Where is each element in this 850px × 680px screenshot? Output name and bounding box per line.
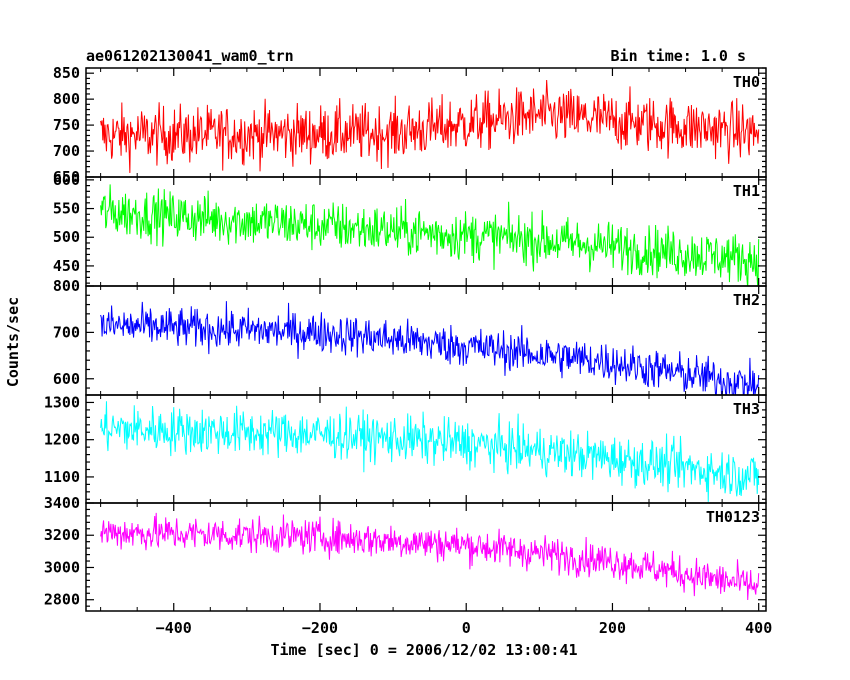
y-tick-label: 700 [53, 142, 80, 160]
x-axis-label: Time [sec] 0 = 2006/12/02 13:00:41 [270, 641, 577, 659]
y-tick-label: 3200 [44, 526, 80, 544]
series-line-th1 [100, 184, 760, 286]
series-line-th0123 [100, 512, 760, 601]
x-tick-label: −200 [302, 619, 338, 637]
panel-th1: 450 500 550 600 TH1 [53, 171, 767, 287]
y-tick-label: 850 [53, 64, 80, 82]
bin-time-label: Bin time: 1.0 s [611, 47, 746, 65]
y-tick-label: 750 [53, 116, 80, 134]
y-tick-label: 3000 [44, 558, 80, 576]
y-tick-label: 600 [53, 171, 80, 189]
y-tick-label: 1100 [44, 468, 80, 486]
y-tick-label: 800 [53, 277, 80, 295]
x-axis: −400 −200 0 200 400 [156, 619, 773, 637]
y-tick-label: 450 [53, 257, 80, 275]
y-tick-label: 650 [53, 168, 80, 186]
y-tick-label: 600 [53, 370, 80, 388]
x-tick-label: 0 [462, 619, 471, 637]
panel-frame [85, 176, 767, 287]
panel-th2: 600 700 800 TH2 [53, 277, 767, 396]
y-tick-label: 550 [53, 200, 80, 218]
y-tick-label: 800 [53, 90, 80, 108]
panel-label-th0: TH0 [733, 73, 760, 91]
x-tick-label: 200 [599, 619, 626, 637]
y-tick-label: 700 [53, 323, 80, 341]
panel-label-th0123: TH0123 [706, 508, 760, 526]
panel-th0123: 2800 3000 3200 3400 TH0123 [44, 494, 767, 612]
panel-label-th3: TH3 [733, 400, 760, 418]
panel-label-th2: TH2 [733, 291, 760, 309]
panel-th0: 650 700 750 800 850 TH0 [53, 64, 767, 186]
panel-label-th1: TH1 [733, 182, 760, 200]
series-line-th0 [100, 80, 760, 173]
y-tick-label: 1200 [44, 431, 80, 449]
panel-th3: 1100 1200 1300 TH3 [44, 393, 767, 504]
x-tick-label: −400 [156, 619, 192, 637]
series-line-th2 [100, 301, 760, 395]
series-line-th3 [100, 401, 760, 502]
chart-title: ae061202130041_wam0_trn [86, 47, 294, 65]
y-tick-label: 3400 [44, 494, 80, 512]
y-tick-label: 500 [53, 228, 80, 246]
y-axis-label: Counts/sec [4, 297, 22, 387]
y-tick-label: 2800 [44, 591, 80, 609]
panels: 650 700 750 800 850 TH0 450 500 550 600 TH1 600 700 8… [44, 64, 767, 612]
x-tick-label: 400 [745, 619, 772, 637]
panel-frame [85, 502, 767, 612]
y-tick-label: 1300 [44, 393, 80, 411]
